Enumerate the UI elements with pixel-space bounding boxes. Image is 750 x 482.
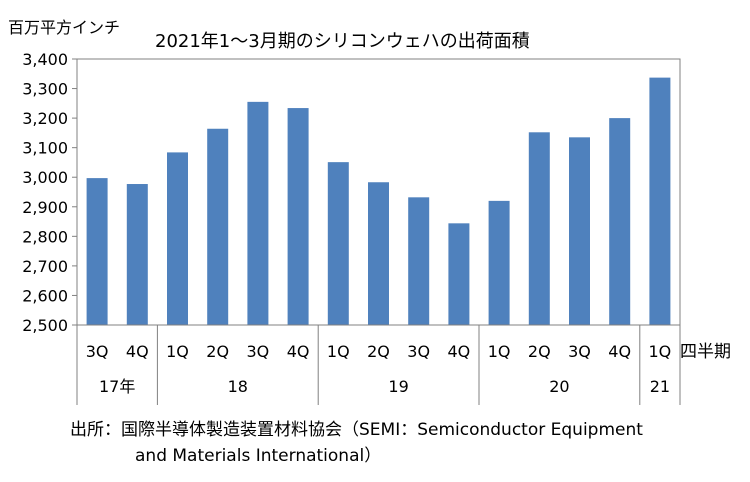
x-tick-label: 4Q <box>448 342 471 361</box>
x-tick-label: 4Q <box>287 342 310 361</box>
x-tick-label: 1Q <box>488 342 511 361</box>
bar <box>86 178 108 325</box>
year-group-label: 21 <box>650 377 670 396</box>
bar <box>126 184 148 325</box>
y-tick-label: 3,000 <box>22 168 68 187</box>
bar <box>287 108 309 325</box>
y-tick-label: 2,800 <box>22 227 68 246</box>
y-tick-label: 2,700 <box>22 257 68 276</box>
x-tick-label: 2Q <box>367 342 390 361</box>
y-tick-label: 2,900 <box>22 198 68 217</box>
y-tick-label: 2,600 <box>22 286 68 305</box>
chart-title: 2021年1～3月期のシリコンウェハの出荷面積 <box>155 31 530 52</box>
y-tick-label: 3,100 <box>22 139 68 158</box>
x-tick-label: 1Q <box>649 342 672 361</box>
x-tick-label: 2Q <box>528 342 551 361</box>
x-tick-label: 3Q <box>568 342 591 361</box>
bar <box>569 137 590 325</box>
bars <box>86 77 671 326</box>
source-line-2: and Materials International） <box>135 446 382 466</box>
year-group-label: 20 <box>549 377 569 396</box>
bar <box>609 118 631 325</box>
bar <box>408 197 430 325</box>
bar <box>448 223 470 325</box>
x-axis-label: 四半期 <box>680 342 731 362</box>
x-tick-label: 4Q <box>126 342 149 361</box>
y-axis-ticks: 2,500 2,600 2,700 2,800 2,900 3,000 3,100 3,200… <box>22 50 77 335</box>
y-tick-label: 3,300 <box>22 80 68 99</box>
bar <box>207 128 229 325</box>
source-line-1: 出所：国際半導体製造装置材料協会（SEMI：Semiconductor Equi… <box>70 420 643 440</box>
bar <box>649 77 671 326</box>
x-tick-label: 3Q <box>86 342 109 361</box>
y-tick-label: 3,400 <box>22 50 68 69</box>
year-group-label: 19 <box>388 377 408 396</box>
bar <box>368 182 389 325</box>
bar <box>528 132 550 325</box>
x-axis: 3Q 4Q 1Q 2Q 3Q 4Q 1Q 2Q 3Q 4Q 1Q 2Q 3Q 4Q 1Q 17年 18 19 20 2… <box>76 325 681 405</box>
y-axis-label: 百万平方インチ <box>8 18 120 37</box>
x-tick-label: 3Q <box>247 342 270 361</box>
x-tick-label: 3Q <box>407 342 430 361</box>
plot-area-border <box>76 58 681 326</box>
bar-chart: 2021年1～3月期のシリコンウェハの出荷面積 百万平方インチ 四半期 2,50… <box>8 18 731 405</box>
bar <box>327 162 349 325</box>
y-tick-label: 3,200 <box>22 109 68 128</box>
bar <box>488 200 510 325</box>
x-tick-label: 4Q <box>608 342 631 361</box>
x-tick-label: 1Q <box>327 342 350 361</box>
year-group-label: 17年 <box>99 377 135 396</box>
bar <box>167 152 188 325</box>
x-tick-label: 2Q <box>206 342 229 361</box>
year-group-label: 18 <box>228 377 248 396</box>
bar <box>247 101 269 325</box>
x-tick-label: 1Q <box>166 342 189 361</box>
y-tick-label: 2,500 <box>22 316 68 335</box>
